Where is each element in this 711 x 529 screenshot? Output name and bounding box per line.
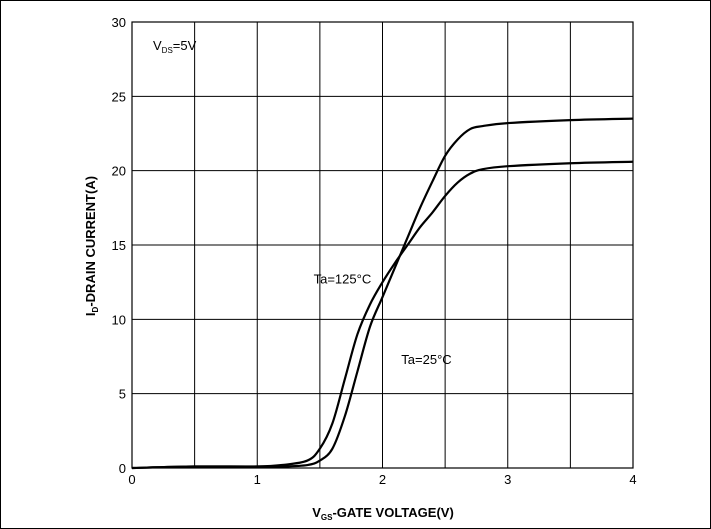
curve-annotations: Ta=125°C Ta=25°C [314,272,452,367]
y-tick-label: 5 [119,387,126,402]
y-tick-label: 10 [112,312,126,327]
y-axis-label: ID-DRAIN CURRENT(A) [83,176,100,316]
y-tick-label: 30 [112,15,126,30]
grid-lines [131,21,634,469]
curves [131,117,634,470]
y-axis-label-rest: -DRAIN CURRENT(A) [83,176,98,307]
x-tick-label: 1 [254,472,261,487]
y-tick-labels: 0 5 10 15 20 25 30 [112,15,126,476]
plot-border-rect [131,21,634,469]
curve-annotation: Ta=125°C [314,272,372,287]
y-axis-label-sub: D [91,306,100,312]
x-axis-label-main: V [312,505,321,520]
condition-rest: =5V [173,38,197,53]
series-line [131,117,634,470]
y-axis-label-main: I [83,312,98,316]
condition-main: V [153,38,162,53]
x-tick-labels: 0 1 2 3 4 [128,472,636,487]
x-axis-label: VGS-GATE VOLTAGE(V) [312,505,454,522]
plot-area-border [131,21,634,469]
y-tick-label: 20 [112,164,126,179]
x-axis-label-sub: GS [321,513,333,522]
condition-sub: DS [162,46,173,55]
x-tick-label: 4 [629,472,636,487]
y-tick-label: 25 [112,89,126,104]
y-tick-label: 15 [112,238,126,253]
condition-label: VDS=5V [153,38,197,55]
x-axis-label-rest: -GATE VOLTAGE(V) [332,505,453,520]
series-line [131,160,634,470]
x-tick-label: 3 [504,472,511,487]
x-tick-label: 2 [379,472,386,487]
y-tick-label: 0 [119,461,126,476]
curve-annotation: Ta=25°C [401,352,451,367]
x-tick-label: 0 [128,472,135,487]
